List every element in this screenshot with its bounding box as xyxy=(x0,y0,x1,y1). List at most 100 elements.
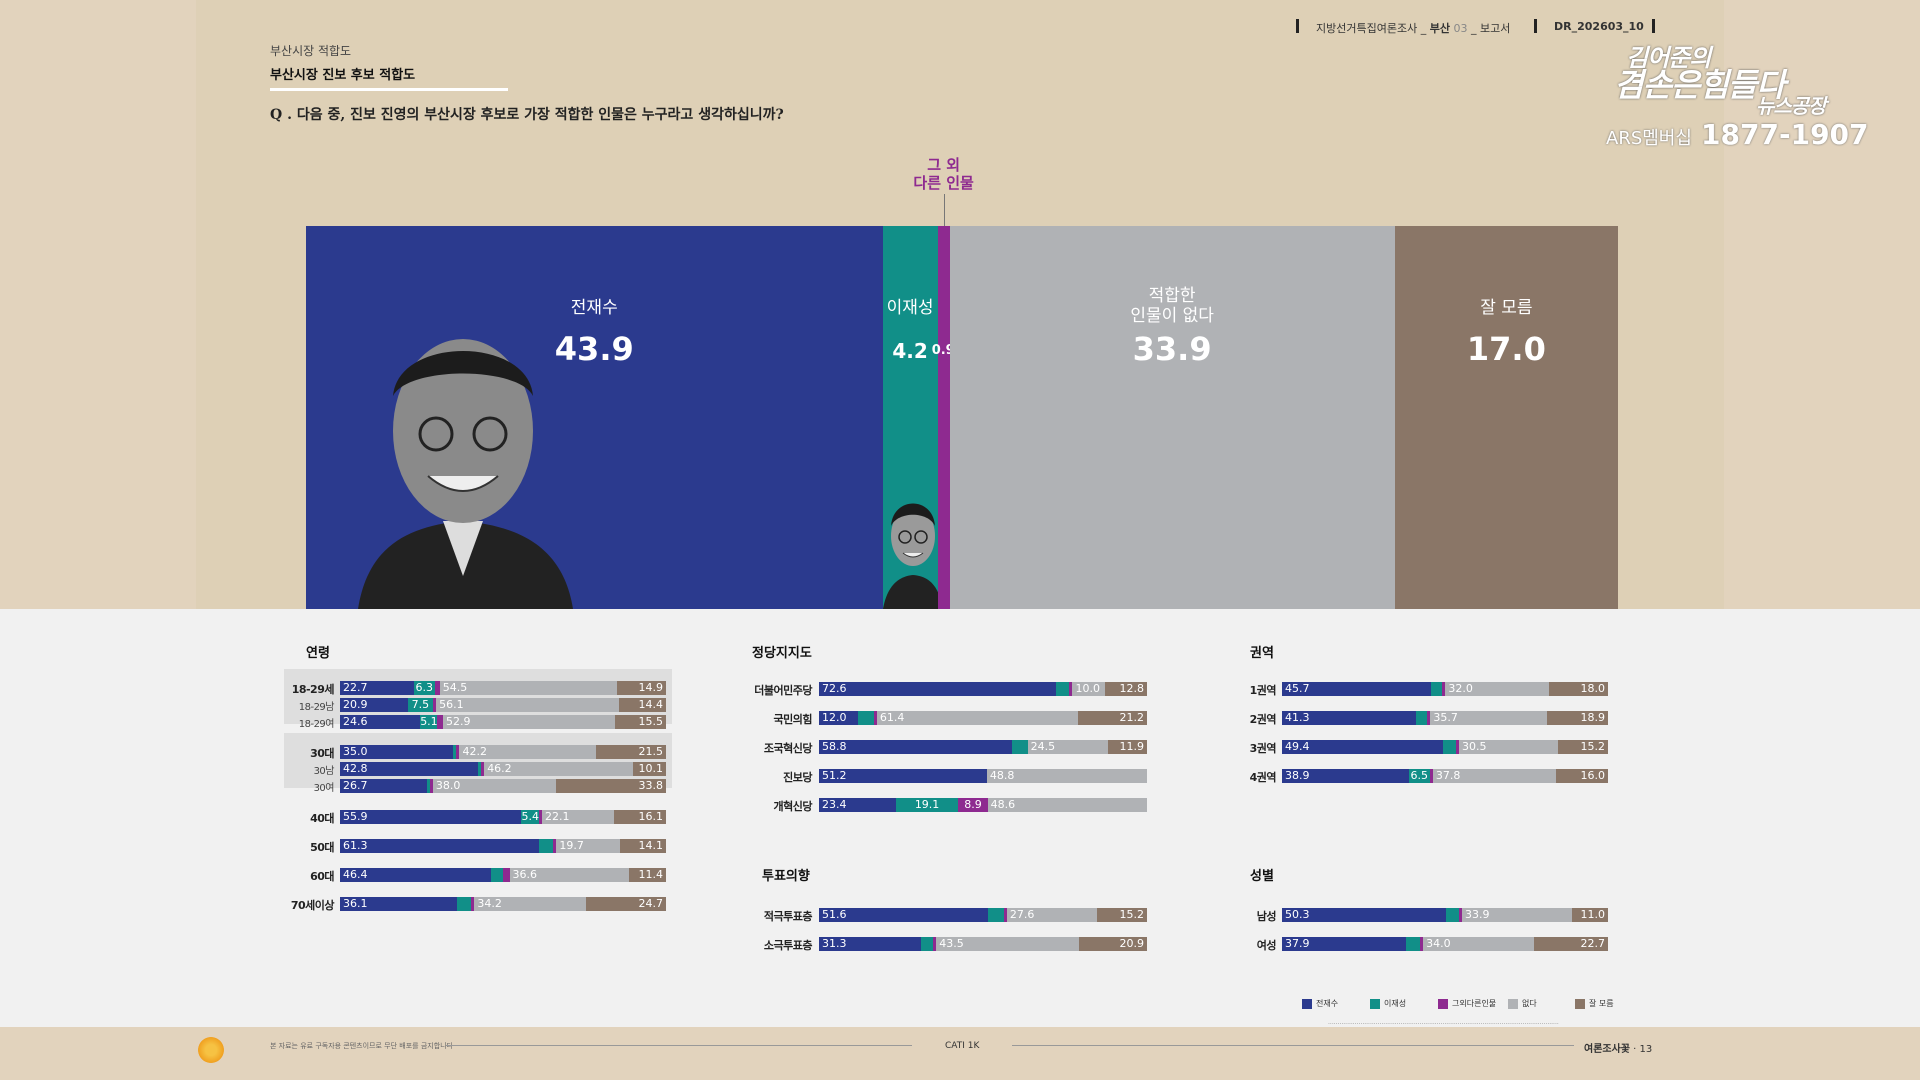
main-bar-none-suitable: 적합한 인물이 없다 33.9 xyxy=(949,226,1395,609)
row-bar: 20.9 7.5 56.1 14.4 xyxy=(340,698,666,712)
group-title-age: 연령 xyxy=(306,646,330,661)
row-segment-none-suitable: 46.2 xyxy=(484,762,634,776)
row-segment-jeon-jaesu: 49.4 xyxy=(1282,740,1444,754)
row-segment-none-suitable: 56.1 xyxy=(436,698,620,712)
row-bar: 22.7 6.3 54.5 14.9 xyxy=(340,681,666,695)
row-bar: 58.8 24.5 11.9 xyxy=(819,740,1147,754)
section-small-title: 부산시장 적합도 xyxy=(270,44,352,58)
row-segment-jeon-jaesu: 72.6 xyxy=(819,682,1057,696)
row-label: 18-29남 xyxy=(298,702,335,713)
row-segment-none-suitable: 48.6 xyxy=(987,798,1147,812)
row-bar: 36.1 34.2 24.7 xyxy=(340,897,666,911)
brand-logo: 김어준의 겸손은힘들다 뉴스공장 ARS멤버십 1877-1907 xyxy=(1606,38,1906,158)
row-label: 60대 xyxy=(310,870,334,883)
header-divider xyxy=(1296,19,1299,33)
row-segment-dont-know: 22.7 xyxy=(1533,937,1608,951)
row-segment-lee-jaeseong xyxy=(1416,711,1428,725)
row-bar: 46.4 36.6 11.4 xyxy=(340,868,666,882)
row-segment-dont-know: 10.1 xyxy=(633,762,666,776)
row-segment-none-suitable: 37.8 xyxy=(1432,769,1556,783)
row-segment-lee-jaeseong xyxy=(478,762,482,776)
row-segment-lee-jaeseong xyxy=(1445,908,1459,922)
row-segment-none-suitable: 54.5 xyxy=(439,681,618,695)
row-segment-none-suitable: 32.0 xyxy=(1445,682,1550,696)
row-bar: 51.6 27.6 15.2 xyxy=(819,908,1147,922)
row-segment-jeon-jaesu: 61.3 xyxy=(340,839,539,853)
row-segment-jeon-jaesu: 20.9 xyxy=(340,698,409,712)
callout-line xyxy=(943,194,945,226)
row-segment-dont-know: 12.8 xyxy=(1105,682,1147,696)
row-segment-other-person xyxy=(1427,711,1431,725)
main-bar-dont-know: 잘 모름 17.0 xyxy=(1394,226,1618,609)
brand-line1: 김어준의 xyxy=(1626,44,1711,72)
row-segment-other-person xyxy=(1429,769,1433,783)
row-segment-other-person xyxy=(553,839,557,853)
row-segment-other-person xyxy=(933,937,937,951)
footnote-line: ········································… xyxy=(1328,1021,1559,1028)
row-label: 1권역 xyxy=(1249,684,1277,697)
row-segment-dont-know: 15.2 xyxy=(1097,908,1147,922)
row-label: 더불어민주당 xyxy=(754,684,812,697)
row-segment-dont-know: 21.5 xyxy=(596,745,666,759)
footer: 본 자료는 유료 구독자용 콘텐츠이므로 무단 배포를 금지합니다 CATI 1… xyxy=(0,1027,1920,1080)
group-title-party: 정당지지도 xyxy=(752,646,812,661)
row-segment-none-suitable: 10.0 xyxy=(1072,682,1106,696)
row-segment-none-suitable: 34.0 xyxy=(1423,937,1534,951)
ars-membership: ARS멤버십 1877-1907 xyxy=(1606,118,1869,151)
main-bar-label: 이재성 xyxy=(886,298,934,318)
row-bar: 42.8 46.2 10.1 xyxy=(340,762,666,776)
row-segment-none-suitable: 34.2 xyxy=(474,897,586,911)
row-label: 진보당 xyxy=(783,771,812,784)
row-segment-dont-know: 18.9 xyxy=(1546,711,1608,725)
age-highlight-box xyxy=(284,733,672,788)
row-label: 여성 xyxy=(1256,939,1277,952)
footer-rule xyxy=(1012,1045,1574,1046)
row-bar: 38.9 6.5 37.8 16.0 xyxy=(1282,769,1608,783)
footer-method: CATI 1K xyxy=(945,1041,980,1051)
row-segment-jeon-jaesu: 50.3 xyxy=(1282,908,1446,922)
row-segment-none-suitable: 52.9 xyxy=(443,715,616,729)
row-segment-other-person xyxy=(481,762,485,776)
brand-line2: 겸손은힘들다 xyxy=(1614,66,1786,104)
main-bar-other-person: 0.9 xyxy=(932,226,955,609)
row-segment-jeon-jaesu: 22.7 xyxy=(340,681,414,695)
row-segment-none-suitable: 36.6 xyxy=(509,868,629,882)
row-segment-lee-jaeseong: 19.1 xyxy=(895,798,959,812)
row-segment-other-person xyxy=(1442,682,1446,696)
row-segment-lee-jaeseong xyxy=(858,711,874,725)
row-segment-other-person xyxy=(429,779,433,793)
row-segment-dont-know: 15.2 xyxy=(1558,740,1608,754)
row-label: 조국혁신당 xyxy=(763,742,813,755)
main-bar-label: 적합한 인물이 없다 xyxy=(1130,286,1214,326)
row-segment-lee-jaeseong: 6.3 xyxy=(414,681,435,695)
candidate-portrait xyxy=(882,481,938,609)
row-segment-none-suitable: 30.5 xyxy=(1459,740,1559,754)
row-segment-lee-jaeseong xyxy=(1430,682,1443,696)
row-segment-jeon-jaesu: 41.3 xyxy=(1282,711,1417,725)
main-bar-label: 그 외 다른 인물 xyxy=(913,156,974,192)
row-bar: 45.7 32.0 18.0 xyxy=(1282,682,1608,696)
row-segment-jeon-jaesu: 45.7 xyxy=(1282,682,1431,696)
row-segment-lee-jaeseong xyxy=(1405,937,1420,951)
row-bar: 23.4 19.1 8.9 48.6 xyxy=(819,798,1147,812)
row-segment-dont-know: 14.1 xyxy=(620,839,666,853)
footer-page: 여론조사꽃 · 13 xyxy=(1584,1044,1653,1055)
row-segment-jeon-jaesu: 35.0 xyxy=(340,745,454,759)
main-bar-label: 전재수 xyxy=(570,298,618,318)
row-segment-jeon-jaesu: 55.9 xyxy=(340,810,522,824)
main-bar-lee-jaeseong: 이재성 4.2 xyxy=(882,226,938,609)
row-bar: 51.2 48.8 xyxy=(819,769,1147,783)
row-segment-other-person xyxy=(471,897,475,911)
row-segment-lee-jaeseong: 7.5 xyxy=(408,698,433,712)
row-label: 50대 xyxy=(310,841,334,854)
row-segment-dont-know: 14.4 xyxy=(619,698,666,712)
row-segment-other-person xyxy=(436,715,443,729)
footer-rule xyxy=(446,1045,912,1046)
row-segment-none-suitable: 19.7 xyxy=(556,839,621,853)
row-label: 18-29세 xyxy=(291,683,335,696)
section-title: 부산시장 진보 후보 적합도 xyxy=(270,68,416,83)
row-segment-jeon-jaesu: 24.6 xyxy=(340,715,421,729)
candidate-portrait xyxy=(348,316,578,609)
row-segment-lee-jaeseong: 5.4 xyxy=(521,810,539,824)
row-segment-none-suitable: 38.0 xyxy=(432,779,557,793)
